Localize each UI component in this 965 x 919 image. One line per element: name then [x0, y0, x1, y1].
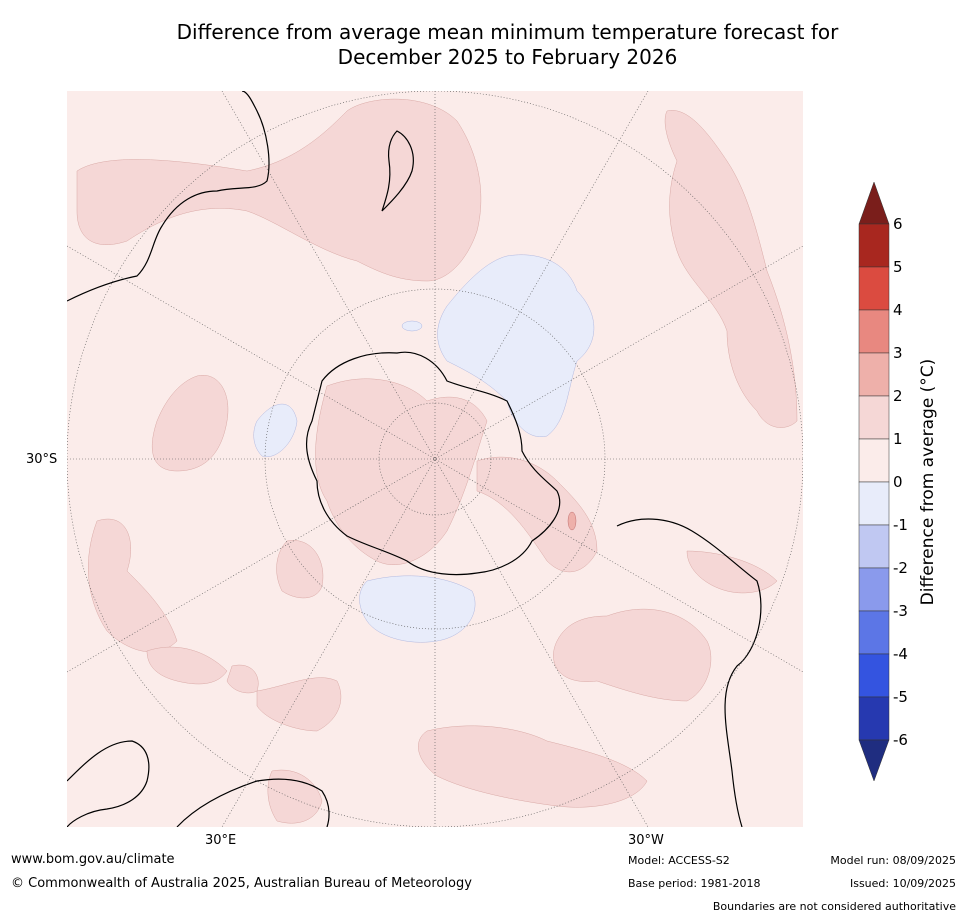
australia-coastline: [67, 91, 270, 302]
colorbar-band-3-4: [858, 309, 890, 354]
colorbar-arrow-top: [858, 181, 890, 225]
model-run-date: Model run: 08/09/2025: [830, 854, 956, 867]
colorbar-band-2-3: [858, 352, 890, 397]
colorbar-tick-1: 1: [893, 430, 903, 448]
colorbar-tick-6: 6: [893, 215, 903, 233]
title-line-2: December 2025 to February 2026: [337, 45, 678, 69]
antarctica-coastline: [306, 351, 561, 576]
colorbar-band-4-5: [858, 266, 890, 311]
title-line-1: Difference from average mean minimum tem…: [176, 20, 839, 44]
issued-date: Issued: 10/09/2025: [849, 877, 956, 890]
colorbar-band-m2-m1: [858, 524, 890, 569]
colorbar-band-5-6: [858, 223, 890, 268]
latitude-label-30s: 30°S: [26, 452, 58, 467]
colorbar-band-m6-m5: [858, 696, 890, 741]
colorbar-band-m5-m4: [858, 653, 890, 698]
colorbar-tick-3: 3: [893, 344, 903, 362]
colorbar-tick-m4: -4: [893, 645, 908, 663]
colorbar: [858, 181, 890, 782]
longitude-label-30w: 30°W: [628, 833, 664, 848]
new-zealand-coastline: [381, 130, 414, 212]
forecast-map: [67, 91, 803, 827]
colorbar-tick-m6: -6: [893, 731, 908, 749]
colorbar-arrow-bottom: [858, 739, 890, 782]
anomaly-regions-minus-1-to-0: [253, 254, 595, 643]
boundary-disclaimer: Boundaries are not considered authoritat…: [712, 900, 956, 913]
colorbar-tick-5: 5: [893, 258, 903, 276]
anomaly-regions-1-to-2: [76, 98, 798, 824]
graticule: [67, 91, 803, 827]
colorbar-tick-m5: -5: [893, 688, 908, 706]
colorbar-tick-m2: -2: [893, 559, 908, 577]
colorbar-band-m4-m3: [858, 610, 890, 655]
base-period: Base period: 1981-2018: [628, 877, 761, 890]
colorbar-band-m3-m2: [858, 567, 890, 612]
colorbar-band-1-2: [858, 395, 890, 440]
map-svg: [67, 91, 803, 827]
colorbar-tick-2: 2: [893, 387, 903, 405]
website-link[interactable]: www.bom.gov.au/climate: [11, 852, 175, 867]
southern-africa-coastline: [176, 778, 330, 827]
colorbar-tick-m1: -1: [893, 516, 908, 534]
colorbar-band-0-1: [858, 438, 890, 483]
longitude-label-30e: 30°E: [205, 833, 237, 848]
colorbar-title: Difference from average (°C): [918, 358, 938, 606]
colorbar-tick-0: 0: [893, 473, 903, 491]
colorbar-svg: [858, 181, 890, 782]
map-title: Difference from average mean minimum tem…: [0, 20, 965, 70]
south-america-coastline: [616, 518, 762, 827]
colorbar-tick-4: 4: [893, 301, 903, 319]
copyright-text: © Commonwealth of Australia 2025, Austra…: [11, 876, 472, 891]
model-name: Model: ACCESS-S2: [628, 854, 730, 867]
colorbar-band-m1-0: [858, 481, 890, 526]
colorbar-tick-m3: -3: [893, 602, 908, 620]
anomaly-region-2-to-3: [567, 511, 577, 531]
africa-coastline: [67, 740, 150, 827]
